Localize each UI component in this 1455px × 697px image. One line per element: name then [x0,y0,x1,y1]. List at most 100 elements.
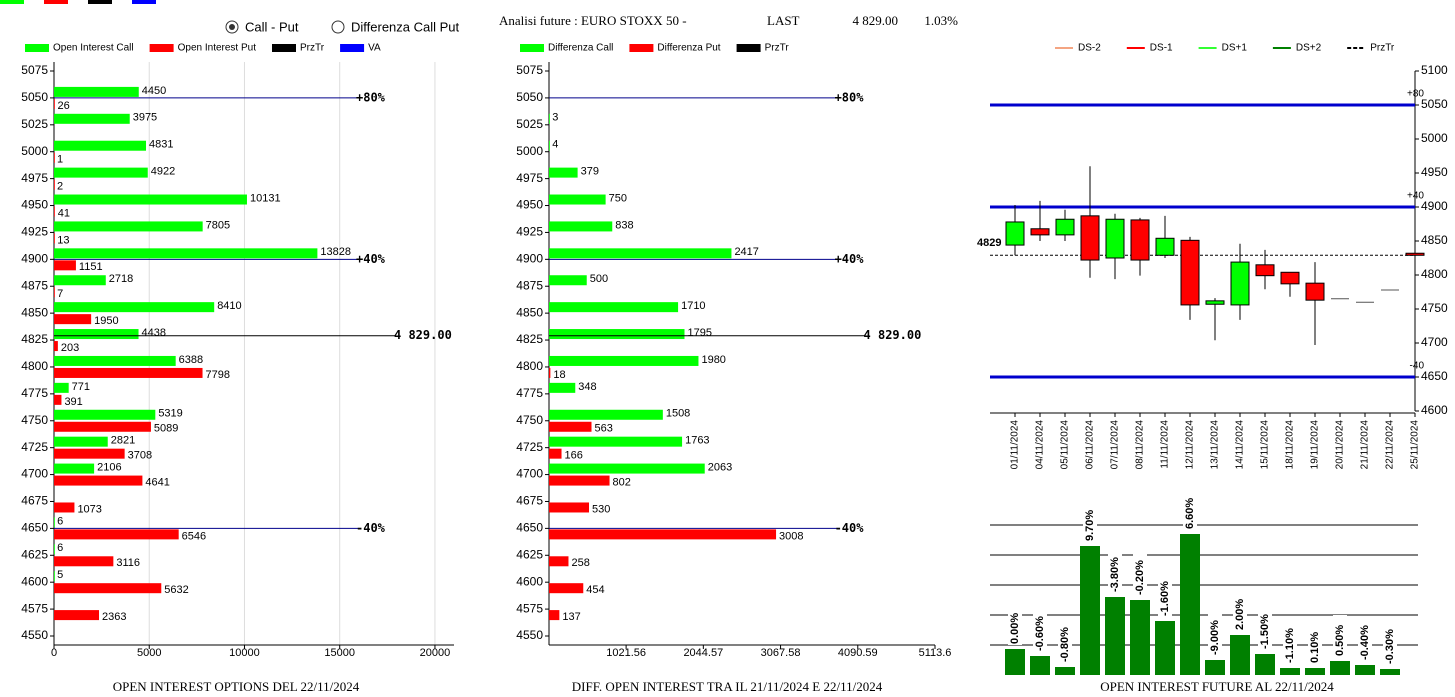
x-tick-label: 06/11/2024 [1085,420,1096,470]
value-label: 1073 [77,503,101,515]
bar [54,179,55,190]
candle-body [1105,218,1125,259]
instrument: Analisi future : EURO STOXX 50 - [499,13,687,28]
legend-swatch [0,0,24,4]
value-label: 6388 [179,354,203,366]
x-tick-label: 18/11/2024 [1285,420,1296,470]
reference-label: +40% [835,252,865,266]
value-label: 166 [565,450,583,462]
value-label: 3975 [133,112,157,124]
y-tick-label: 4700 [21,467,48,481]
bar-label: 0.10% [1309,632,1321,663]
y-tick-label: 5050 [21,90,48,104]
bar [549,610,560,621]
value-label: 1763 [685,435,709,447]
y-tick-label: 4600 [1421,403,1448,417]
bar [549,409,663,420]
candle-body [1230,261,1250,306]
bar-label: -1.10% [1284,628,1296,663]
value-label: 348 [578,381,596,393]
radio-label[interactable]: Call - Put [245,19,299,34]
label-bg [1108,551,1122,593]
legend-label: Open Interest Put [178,43,257,54]
legend-label: VA [368,43,381,54]
y-tick-label: 4650 [516,521,543,535]
bar [1105,597,1125,675]
bar [1255,654,1275,675]
value-label: 4 [552,139,558,151]
x-tick-label: 07/11/2024 [1110,420,1121,470]
x-tick-label: 21/11/2024 [1360,420,1371,470]
y-tick-label: 4925 [21,225,48,239]
legend-label: DS-2 [1078,43,1101,54]
bar-label: -1.50% [1259,614,1271,649]
x-tick-label: 14/11/2024 [1235,420,1246,470]
bar-label: -0.30% [1384,629,1396,664]
legend-label: DS+1 [1222,43,1248,54]
bar [1305,668,1325,675]
bar-label: 0.00% [1009,613,1021,644]
bar [549,194,606,205]
bar [54,529,179,540]
value-label: 379 [581,166,599,178]
value-label: 391 [64,396,82,408]
x-tick-label: 15000 [324,647,355,659]
bar [54,221,203,232]
bar [549,463,705,474]
value-label: 6 [57,515,63,527]
x-tick-label: 08/11/2024 [1135,420,1146,470]
value-label: 838 [615,219,633,231]
y-tick-label: 5000 [21,144,48,158]
last-label: LAST [767,13,800,28]
value-label: 4450 [142,85,166,97]
chart-title: OPEN INTEREST OPTIONS DEL 22/11/2024 [113,679,360,694]
y-tick-label: 4725 [21,440,48,454]
bar [549,221,613,232]
value-label: 1 [57,154,63,166]
last-value: 4 829.00 [853,13,899,28]
label-bg [1358,619,1372,661]
reference-label: -40 [1410,361,1425,372]
legend-label: PrzTr [765,43,790,54]
x-tick-label: 01/11/2024 [1010,420,1021,470]
bar [549,248,732,259]
reference-label: +80 [1407,89,1424,100]
bar [54,571,55,582]
radio-label[interactable]: Differenza Call Put [351,19,460,34]
bar [1180,534,1200,675]
bar [549,167,578,178]
x-tick-label: 20000 [420,647,451,659]
radio[interactable] [331,20,345,34]
bar-label: 0.50% [1334,625,1346,656]
y-tick-label: 4800 [21,359,48,373]
value-label: 2106 [97,461,121,473]
value-label: 5 [57,569,63,581]
y-tick-label: 4850 [1421,233,1448,247]
reference-label: +80% [356,90,386,104]
value-label: 4922 [151,166,175,178]
y-tick-label: 5075 [516,63,543,77]
bar [1230,635,1250,675]
y-tick-label: 4775 [21,386,48,400]
bar [1130,600,1150,675]
bar [549,475,610,486]
bar [54,409,156,420]
value-label: 1950 [94,315,118,327]
y-tick-label: 4775 [516,386,543,400]
bar [1355,665,1375,675]
bar [54,113,130,124]
y-tick-label: 4875 [21,278,48,292]
bar [54,152,55,163]
legend-swatch [25,44,49,52]
candle-body [1405,252,1425,256]
y-tick-label: 4675 [21,494,48,508]
y-tick-label: 4825 [516,332,543,346]
bar-label: 6.60% [1184,498,1196,529]
candle-body [1205,300,1225,305]
value-label: 2718 [109,273,133,285]
y-tick-label: 4975 [516,171,543,185]
value-label: 5089 [154,423,178,435]
bar [549,113,550,124]
value-label: 7798 [206,369,230,381]
